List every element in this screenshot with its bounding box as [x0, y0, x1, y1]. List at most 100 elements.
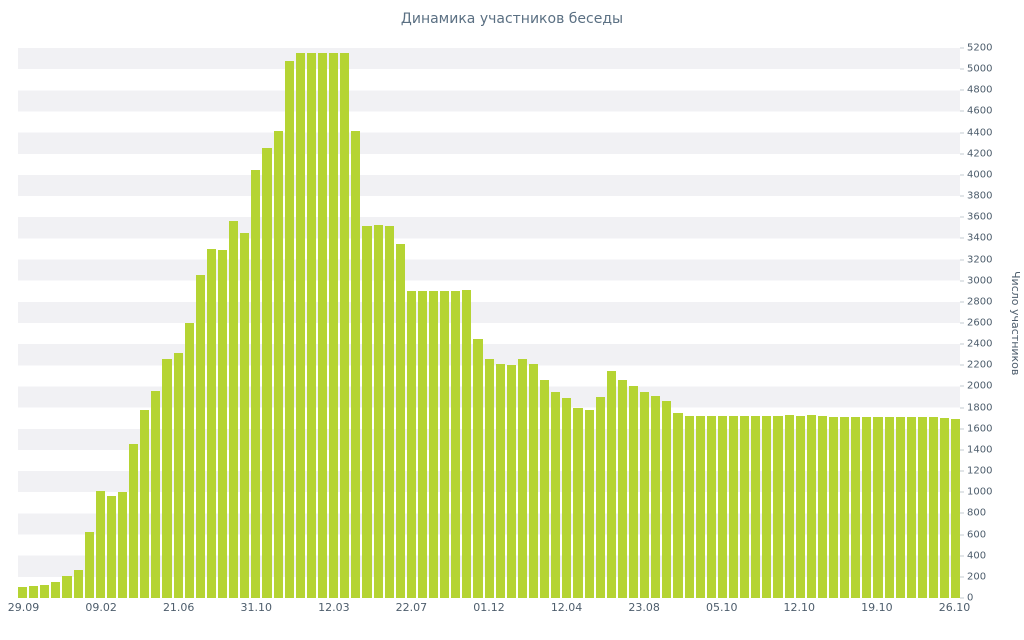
bar[interactable] [51, 581, 61, 598]
bar[interactable] [529, 364, 539, 598]
x-tick-label: 09.02 [85, 601, 117, 614]
bar[interactable] [117, 492, 128, 598]
tick-mark [960, 364, 964, 366]
bar[interactable] [495, 364, 505, 598]
bar[interactable] [884, 417, 894, 598]
bar[interactable] [740, 416, 750, 598]
bar[interactable] [584, 409, 594, 598]
bar[interactable] [129, 443, 139, 598]
bar[interactable] [606, 370, 616, 598]
bar[interactable] [817, 416, 827, 598]
bar[interactable] [873, 417, 883, 598]
bar[interactable] [684, 416, 694, 598]
y-tick-label: 3000 [960, 275, 992, 286]
bar[interactable] [773, 416, 783, 598]
x-tick-label: 12.03 [318, 601, 350, 614]
tick-mark [960, 322, 964, 324]
bar[interactable] [595, 397, 605, 598]
bar[interactable] [506, 365, 516, 598]
tick-mark [960, 110, 964, 112]
bar[interactable] [217, 250, 228, 598]
bar[interactable] [573, 407, 583, 598]
bar[interactable] [917, 417, 927, 598]
bar[interactable] [928, 417, 939, 598]
tick-mark [960, 385, 964, 387]
bar[interactable] [840, 417, 850, 598]
bar[interactable] [151, 390, 161, 598]
bar[interactable] [229, 221, 239, 598]
bar[interactable] [273, 130, 283, 598]
bar[interactable] [784, 415, 794, 598]
bar[interactable] [640, 391, 650, 598]
bar[interactable] [184, 323, 194, 598]
y-axis-title: Число участников [1009, 270, 1022, 376]
bar[interactable] [828, 417, 839, 598]
bar[interactable] [617, 380, 628, 598]
bar[interactable] [262, 148, 272, 598]
bar[interactable] [906, 417, 916, 598]
bar[interactable] [195, 275, 205, 598]
bar[interactable] [762, 416, 772, 598]
bar[interactable] [795, 416, 805, 598]
bar[interactable] [351, 130, 361, 598]
plot-area [18, 48, 961, 598]
bar[interactable] [806, 415, 816, 598]
bar[interactable] [240, 233, 250, 598]
bar[interactable] [251, 169, 261, 598]
bar[interactable] [662, 401, 672, 598]
bar[interactable] [429, 291, 439, 598]
y-tick-label: 4600 [960, 106, 992, 117]
bar[interactable] [406, 291, 416, 598]
bar[interactable] [73, 569, 83, 598]
bar[interactable] [95, 491, 105, 598]
bar[interactable] [384, 225, 394, 598]
bar[interactable] [18, 587, 28, 598]
bar[interactable] [295, 53, 305, 598]
bar[interactable] [895, 417, 905, 598]
bar[interactable] [451, 291, 461, 598]
bar[interactable] [162, 358, 172, 598]
bar[interactable] [62, 576, 72, 598]
bar[interactable] [651, 395, 661, 598]
y-tick-label: 5000 [960, 64, 992, 75]
y-tick-label: 1600 [960, 423, 992, 434]
bar[interactable] [473, 338, 483, 598]
bar[interactable] [417, 291, 428, 598]
bar[interactable] [106, 496, 116, 598]
bar[interactable] [717, 416, 727, 598]
bar[interactable] [340, 53, 350, 598]
bar[interactable] [329, 53, 339, 598]
chart-title: Динамика участников беседы [400, 11, 624, 27]
bar[interactable] [462, 290, 472, 598]
bar[interactable] [751, 416, 761, 598]
tick-mark [960, 407, 964, 409]
bar[interactable] [673, 412, 683, 598]
bar[interactable] [951, 419, 961, 598]
bar[interactable] [851, 417, 861, 598]
bar[interactable] [695, 416, 705, 598]
bar[interactable] [206, 248, 216, 598]
bar[interactable] [440, 291, 450, 598]
bar[interactable] [517, 358, 528, 598]
bar[interactable] [551, 391, 561, 598]
bar[interactable] [395, 243, 405, 598]
bar[interactable] [140, 409, 150, 598]
bar[interactable] [729, 416, 739, 598]
bar[interactable] [629, 386, 639, 598]
bar[interactable] [940, 418, 950, 598]
bar[interactable] [484, 358, 494, 598]
bar[interactable] [29, 586, 39, 598]
bar[interactable] [317, 53, 328, 598]
bar[interactable] [40, 584, 50, 598]
bar[interactable] [84, 532, 94, 598]
bar[interactable] [284, 60, 294, 598]
bar[interactable] [362, 225, 372, 598]
bar[interactable] [540, 380, 550, 598]
bar[interactable] [706, 416, 716, 598]
bar[interactable] [306, 53, 316, 598]
bar[interactable] [862, 417, 872, 598]
y-tick-label: 0 [960, 593, 973, 604]
bar[interactable] [173, 352, 183, 598]
bar[interactable] [562, 398, 572, 598]
bar[interactable] [373, 224, 383, 598]
